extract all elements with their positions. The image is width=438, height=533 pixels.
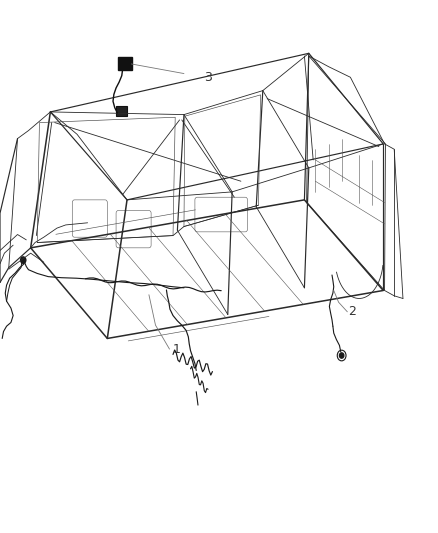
Text: 2: 2 xyxy=(348,305,356,318)
Text: 1: 1 xyxy=(173,343,181,356)
Circle shape xyxy=(21,257,26,263)
Circle shape xyxy=(339,353,344,358)
Text: 3: 3 xyxy=(204,71,212,84)
FancyBboxPatch shape xyxy=(116,106,127,116)
FancyBboxPatch shape xyxy=(118,57,132,70)
